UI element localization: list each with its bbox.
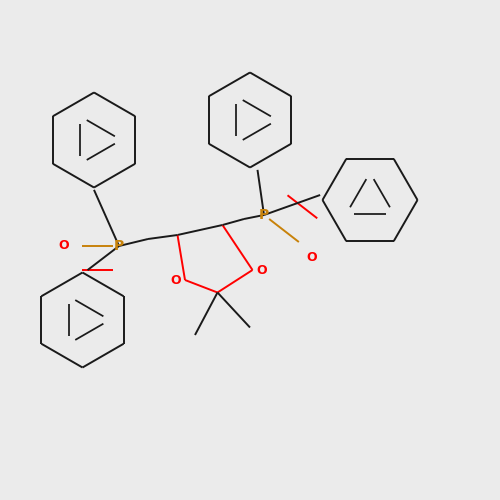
Text: P: P [114, 239, 124, 253]
Text: O: O [170, 274, 181, 286]
Text: O: O [58, 238, 69, 252]
Text: O: O [256, 264, 267, 276]
Text: P: P [259, 208, 269, 222]
Text: O: O [306, 251, 317, 264]
